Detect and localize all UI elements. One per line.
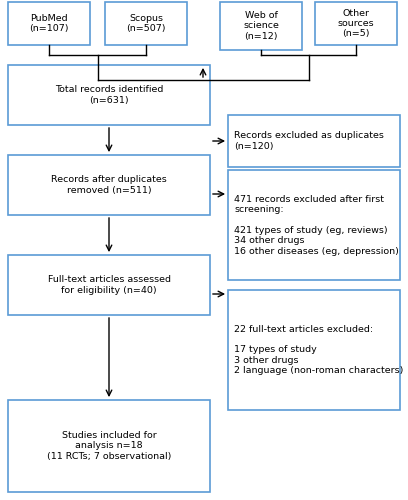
- FancyBboxPatch shape: [8, 65, 210, 125]
- FancyBboxPatch shape: [8, 155, 210, 215]
- Text: Studies included for
analysis n=18
(11 RCTs; 7 observational): Studies included for analysis n=18 (11 R…: [47, 431, 171, 461]
- Text: 471 records excluded after first
screening:

421 types of study (eg, reviews)
34: 471 records excluded after first screeni…: [234, 194, 399, 256]
- Text: Records excluded as duplicates
(n=120): Records excluded as duplicates (n=120): [234, 132, 384, 150]
- Text: PubMed
(n=107): PubMed (n=107): [29, 14, 69, 33]
- Text: Full-text articles assessed
for eligibility (n=40): Full-text articles assessed for eligibil…: [47, 276, 171, 294]
- FancyBboxPatch shape: [220, 2, 302, 50]
- FancyBboxPatch shape: [228, 290, 400, 410]
- Text: Scopus
(n=507): Scopus (n=507): [126, 14, 166, 33]
- FancyBboxPatch shape: [228, 170, 400, 280]
- FancyBboxPatch shape: [228, 115, 400, 167]
- FancyBboxPatch shape: [315, 2, 397, 45]
- FancyBboxPatch shape: [105, 2, 187, 45]
- FancyBboxPatch shape: [8, 2, 90, 45]
- Text: Records after duplicates
removed (n=511): Records after duplicates removed (n=511): [51, 176, 167, 195]
- Text: Web of
science
(n=12): Web of science (n=12): [243, 11, 279, 41]
- FancyBboxPatch shape: [8, 400, 210, 492]
- Text: Other
sources
(n=5): Other sources (n=5): [338, 8, 374, 38]
- Text: 22 full-text articles excluded:

17 types of study
3 other drugs
2 language (non: 22 full-text articles excluded: 17 types…: [234, 324, 404, 376]
- FancyBboxPatch shape: [8, 255, 210, 315]
- Text: Total records identified
(n=631): Total records identified (n=631): [55, 86, 163, 104]
